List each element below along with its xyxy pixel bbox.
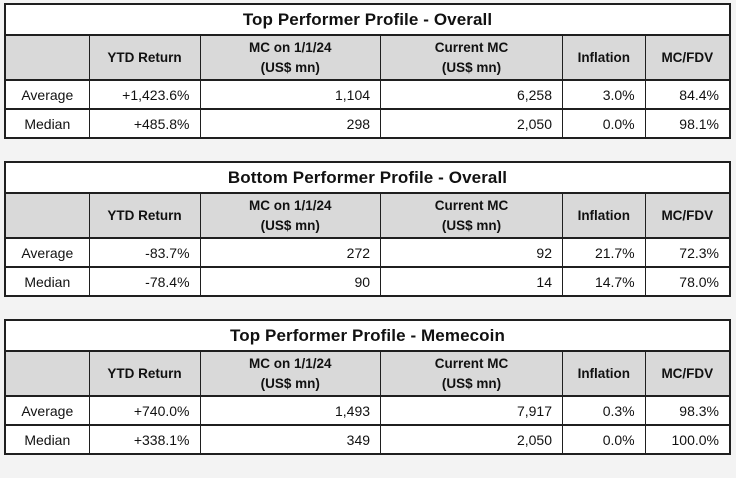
data-table: Top Performer Profile - Memecoin YTD Ret… — [4, 319, 731, 456]
column-header-row: YTD Return MC on 1/1/24 (US$ mn) Current… — [4, 192, 731, 240]
column-header-mc-fdv: MC/FDV — [644, 350, 731, 398]
column-header-empty — [4, 192, 90, 240]
current-mc-cell: 14 — [380, 266, 563, 298]
column-header-mc-fdv: MC/FDV — [644, 33, 731, 82]
table-title-row: Top Performer Profile - Overall — [5, 4, 730, 36]
column-header-ytd-return: YTD Return — [88, 350, 201, 398]
column-header-mc-jan-sublabel: (US$ mn) — [260, 375, 320, 391]
column-header-inflation: Inflation — [562, 33, 646, 82]
current-mc-cell: 2,050 — [380, 424, 563, 456]
table-title: Top Performer Profile - Memecoin — [5, 320, 730, 353]
table-title-row: Bottom Performer Profile - Overall — [5, 162, 730, 195]
mc-jan-cell: 1,493 — [199, 395, 382, 427]
column-header-ytd-return: YTD Return — [88, 192, 201, 240]
row-label-cell: Median — [4, 108, 90, 140]
column-header-mc-jan: MC on 1/1/24 (US$ mn) — [199, 33, 382, 82]
inflation-cell: 0.0% — [562, 424, 646, 456]
mc-fdv-cell: 84.4% — [644, 79, 731, 111]
inflation-cell: 14.7% — [562, 266, 646, 298]
mc-fdv-cell: 78.0% — [644, 266, 731, 298]
column-header-mc-jan-label: MC on 1/1/24 — [249, 198, 332, 214]
mc-jan-cell: 349 — [199, 424, 382, 456]
column-header-ytd-return: YTD Return — [88, 33, 201, 82]
mc-fdv-cell: 98.1% — [644, 108, 731, 140]
ytd-return-cell: +740.0% — [88, 395, 201, 427]
ytd-return-cell: +485.8% — [88, 108, 201, 140]
column-header-current-mc-label: Current MC — [434, 198, 509, 214]
column-header-row: YTD Return MC on 1/1/24 (US$ mn) Current… — [4, 33, 731, 82]
row-label-cell: Median — [4, 266, 90, 298]
column-header-mc-fdv: MC/FDV — [644, 192, 731, 240]
column-header-mc-jan-label: MC on 1/1/24 — [249, 40, 332, 55]
mc-jan-cell: 298 — [199, 108, 382, 140]
data-table: Top Performer Profile - Overall YTD Retu… — [4, 3, 731, 140]
table-row-median: Median -78.4% 90 14 14.7% 78.0% — [4, 266, 731, 298]
current-mc-cell: 6,258 — [380, 79, 563, 111]
column-header-row: YTD Return MC on 1/1/24 (US$ mn) Current… — [4, 350, 731, 398]
mc-fdv-cell: 98.3% — [644, 395, 731, 427]
column-header-current-mc: Current MC (US$ mn) — [380, 192, 563, 240]
mc-jan-cell: 272 — [199, 237, 382, 269]
ytd-return-cell: -78.4% — [88, 266, 201, 298]
current-mc-cell: 2,050 — [380, 108, 563, 140]
column-header-current-mc-sublabel: (US$ mn) — [441, 375, 502, 391]
table-title-row: Top Performer Profile - Memecoin — [5, 320, 730, 353]
column-header-inflation: Inflation — [562, 192, 646, 240]
column-header-current-mc: Current MC (US$ mn) — [380, 350, 563, 398]
column-header-inflation: Inflation — [562, 350, 646, 398]
data-table: Bottom Performer Profile - Overall YTD R… — [4, 161, 731, 298]
table-row-median: Median +485.8% 298 2,050 0.0% 98.1% — [4, 108, 731, 140]
column-header-mc-jan-label: MC on 1/1/24 — [249, 356, 332, 372]
column-header-current-mc-label: Current MC — [434, 356, 509, 372]
column-header-current-mc-sublabel: (US$ mn) — [441, 217, 502, 233]
row-label-cell: Average — [4, 237, 90, 269]
table-top-performer-overall: Top Performer Profile - Overall YTD Retu… — [4, 3, 731, 140]
row-label-cell: Average — [4, 79, 90, 111]
table-top-performer-memecoin: Top Performer Profile - Memecoin YTD Ret… — [4, 319, 731, 456]
table-row-average: Average +740.0% 1,493 7,917 0.3% 98.3% — [4, 395, 731, 427]
inflation-cell: 0.0% — [562, 108, 646, 140]
table-row-average: Average -83.7% 272 92 21.7% 72.3% — [4, 237, 731, 269]
inflation-cell: 3.0% — [562, 79, 646, 111]
table-row-average: Average +1,423.6% 1,104 6,258 3.0% 84.4% — [4, 79, 731, 111]
current-mc-cell: 92 — [380, 237, 563, 269]
column-header-mc-jan: MC on 1/1/24 (US$ mn) — [199, 192, 382, 240]
mc-jan-cell: 90 — [199, 266, 382, 298]
column-header-empty — [4, 350, 90, 398]
mc-fdv-cell: 100.0% — [644, 424, 731, 456]
column-header-mc-jan-sublabel: (US$ mn) — [260, 59, 320, 75]
table-title: Top Performer Profile - Overall — [5, 4, 730, 36]
ytd-return-cell: +338.1% — [88, 424, 201, 456]
current-mc-cell: 7,917 — [380, 395, 563, 427]
ytd-return-cell: -83.7% — [88, 237, 201, 269]
table-title: Bottom Performer Profile - Overall — [5, 162, 730, 195]
row-label-cell: Average — [4, 395, 90, 427]
table-row-median: Median +338.1% 349 2,050 0.0% 100.0% — [4, 424, 731, 456]
mc-jan-cell: 1,104 — [199, 79, 382, 111]
column-header-current-mc-sublabel: (US$ mn) — [441, 59, 502, 75]
inflation-cell: 21.7% — [562, 237, 646, 269]
column-header-current-mc: Current MC (US$ mn) — [380, 33, 563, 82]
column-header-empty — [4, 33, 90, 82]
column-header-current-mc-label: Current MC — [434, 40, 509, 55]
column-header-mc-jan: MC on 1/1/24 (US$ mn) — [199, 350, 382, 398]
ytd-return-cell: +1,423.6% — [88, 79, 201, 111]
inflation-cell: 0.3% — [562, 395, 646, 427]
row-label-cell: Median — [4, 424, 90, 456]
column-header-mc-jan-sublabel: (US$ mn) — [260, 217, 320, 233]
mc-fdv-cell: 72.3% — [644, 237, 731, 269]
table-bottom-performer-overall: Bottom Performer Profile - Overall YTD R… — [4, 161, 731, 298]
